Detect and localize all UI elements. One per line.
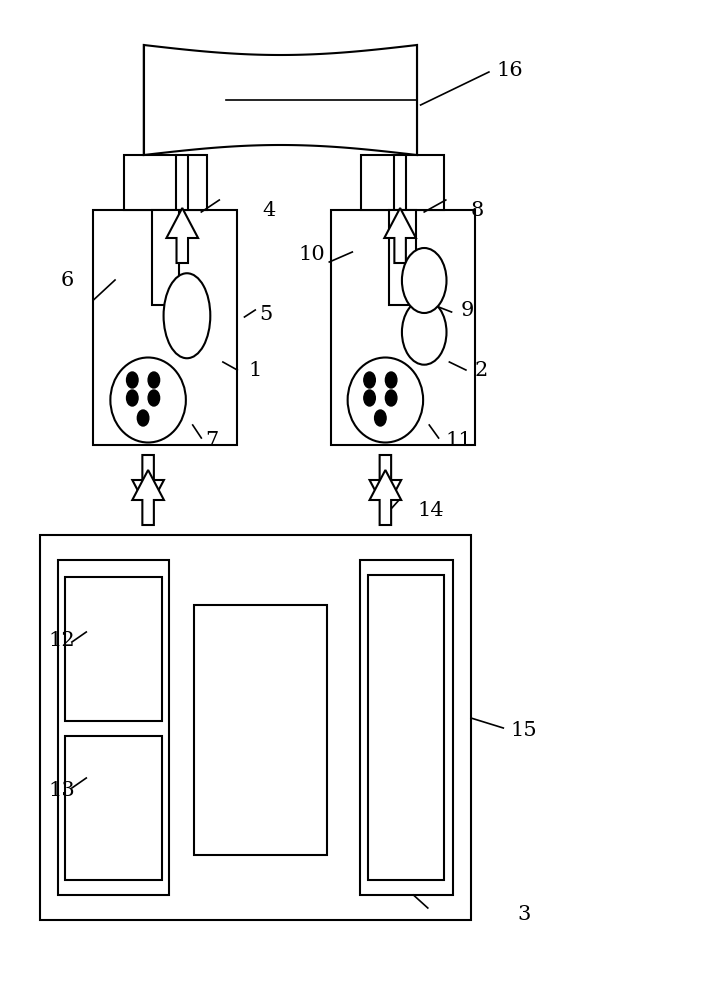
Text: 7: 7 — [205, 430, 218, 450]
Bar — [152, 210, 179, 305]
Circle shape — [127, 372, 138, 388]
Text: 4: 4 — [262, 200, 275, 220]
Ellipse shape — [402, 248, 446, 313]
Text: 2: 2 — [475, 360, 487, 379]
Circle shape — [137, 410, 149, 426]
Circle shape — [148, 372, 160, 388]
Circle shape — [385, 372, 397, 388]
Circle shape — [364, 372, 375, 388]
Circle shape — [127, 390, 138, 406]
Polygon shape — [132, 455, 164, 510]
Ellipse shape — [402, 300, 446, 365]
Text: 16: 16 — [496, 60, 523, 80]
Bar — [93, 210, 237, 445]
Polygon shape — [132, 470, 164, 525]
Text: 6: 6 — [61, 270, 74, 290]
Bar — [40, 535, 471, 920]
Bar — [331, 210, 475, 445]
Text: 10: 10 — [298, 245, 325, 264]
Polygon shape — [370, 470, 401, 525]
Bar — [194, 605, 327, 855]
Circle shape — [364, 390, 375, 406]
Text: 15: 15 — [510, 720, 537, 740]
Text: 12: 12 — [49, 631, 75, 650]
Text: 8: 8 — [471, 200, 484, 220]
Bar — [389, 210, 416, 305]
Text: 9: 9 — [460, 300, 474, 320]
Bar — [65, 577, 162, 721]
Text: 3: 3 — [518, 906, 531, 924]
Bar — [368, 575, 444, 880]
Bar — [58, 560, 169, 895]
Ellipse shape — [348, 357, 423, 442]
Polygon shape — [384, 208, 416, 263]
Text: 5: 5 — [259, 306, 272, 324]
Text: 14: 14 — [417, 500, 444, 520]
Text: 11: 11 — [446, 430, 472, 450]
Text: 1: 1 — [248, 360, 262, 379]
Circle shape — [148, 390, 160, 406]
Circle shape — [385, 390, 397, 406]
Bar — [124, 155, 207, 210]
Circle shape — [375, 410, 386, 426]
Polygon shape — [370, 455, 401, 510]
Bar — [361, 155, 444, 210]
Polygon shape — [166, 208, 198, 263]
Ellipse shape — [111, 357, 186, 442]
Bar — [65, 736, 162, 880]
Bar — [360, 560, 453, 895]
Polygon shape — [144, 45, 417, 155]
Ellipse shape — [163, 273, 210, 358]
Text: 13: 13 — [49, 780, 75, 800]
